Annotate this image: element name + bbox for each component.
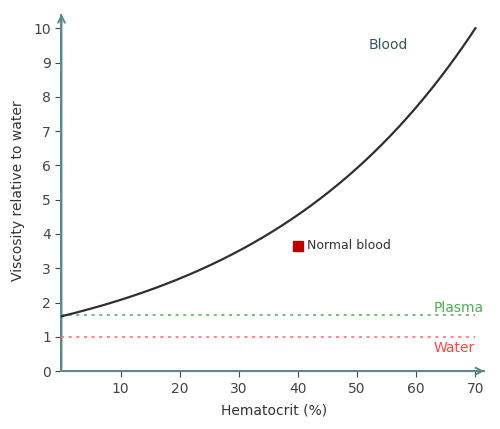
Text: Water: Water: [434, 341, 475, 355]
Text: Normal blood: Normal blood: [307, 239, 390, 253]
Y-axis label: Viscosity relative to water: Viscosity relative to water: [11, 101, 25, 281]
Text: Plasma: Plasma: [434, 301, 484, 315]
X-axis label: Hematocrit (%): Hematocrit (%): [222, 404, 328, 418]
Text: Blood: Blood: [369, 39, 408, 52]
